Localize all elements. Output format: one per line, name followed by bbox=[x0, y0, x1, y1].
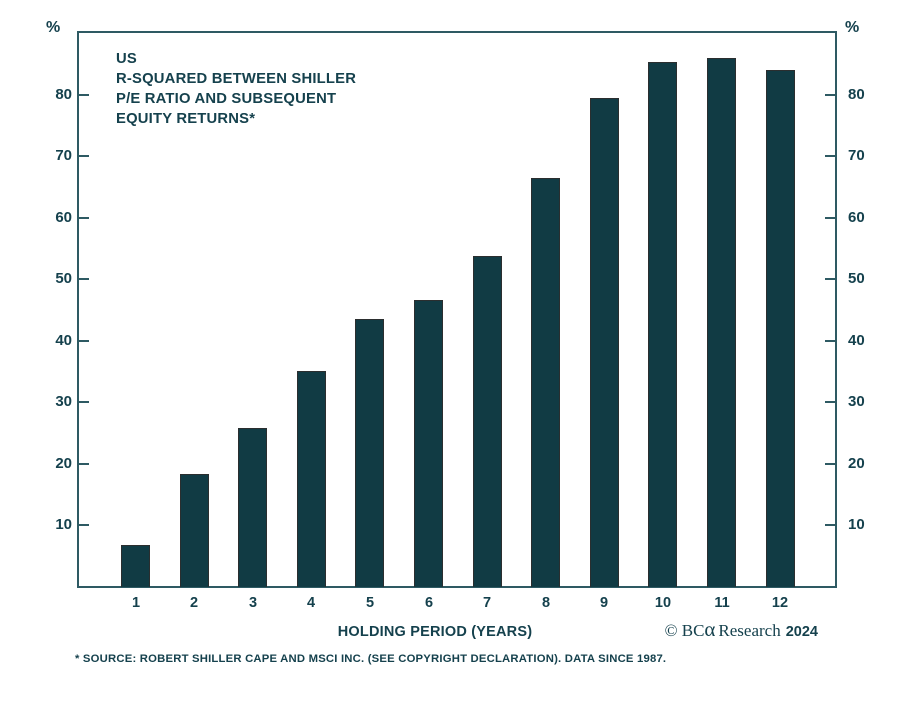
chart-title-line-2: R-SQUARED BETWEEN SHILLER bbox=[116, 71, 357, 87]
y-tick-label-left: 30 bbox=[55, 393, 72, 411]
y-tick-label-left: 60 bbox=[55, 208, 72, 226]
x-tick-label: 3 bbox=[248, 595, 258, 611]
y-tick-right bbox=[825, 93, 835, 96]
copyright: © BCα Research 2024 bbox=[628, 619, 818, 641]
copyright-year: 2024 bbox=[785, 624, 818, 640]
y-tick-label-right: 10 bbox=[848, 516, 865, 534]
x-tick-label: 10 bbox=[654, 595, 672, 611]
x-axis-title: HOLDING PERIOD (YEARS) bbox=[337, 624, 533, 640]
bar-year-3 bbox=[238, 428, 267, 587]
y-tick-label-right: 70 bbox=[848, 147, 865, 165]
y-tick-left bbox=[79, 278, 89, 281]
x-tick-label: 11 bbox=[714, 595, 730, 611]
y-tick-left bbox=[79, 401, 89, 404]
copyright-brand: Research bbox=[718, 621, 781, 640]
bar-year-9 bbox=[590, 98, 619, 587]
bar-year-6 bbox=[414, 300, 443, 587]
bar-year-4 bbox=[297, 371, 326, 587]
y-axis-unit-left: % bbox=[46, 19, 61, 36]
x-tick-label: 2 bbox=[189, 595, 199, 611]
copyright-prefix: © BC bbox=[664, 621, 705, 640]
y-tick-right bbox=[825, 155, 835, 158]
bar-year-11 bbox=[707, 58, 736, 587]
y-tick-label-right: 20 bbox=[848, 454, 865, 472]
y-axis-unit-right: % bbox=[845, 19, 860, 36]
y-tick-label-right: 50 bbox=[848, 270, 865, 288]
source-footnote: * SOURCE: ROBERT SHILLER CAPE AND MSCI I… bbox=[75, 653, 667, 665]
y-tick-label-left: 80 bbox=[55, 85, 72, 103]
y-tick-left bbox=[79, 216, 89, 219]
y-tick-label-right: 30 bbox=[848, 393, 865, 411]
y-tick-label-left: 50 bbox=[55, 270, 72, 288]
y-tick-right bbox=[825, 216, 835, 219]
chart-title-line-1: US bbox=[116, 51, 137, 67]
y-tick-label-left: 70 bbox=[55, 147, 72, 165]
y-tick-label-right: 60 bbox=[848, 208, 865, 226]
y-tick-label-left: 10 bbox=[55, 516, 72, 534]
y-tick-label-right: 80 bbox=[848, 85, 865, 103]
x-tick-label: 9 bbox=[599, 595, 609, 611]
chart-title: US R-SQUARED BETWEEN SHILLER P/E RATIO A… bbox=[116, 49, 356, 129]
y-tick-label-left: 20 bbox=[55, 454, 72, 472]
bar-year-10 bbox=[648, 62, 677, 587]
x-tick-label: 8 bbox=[541, 595, 551, 611]
y-tick-right bbox=[825, 278, 835, 281]
x-tick-label: 1 bbox=[131, 595, 141, 611]
y-tick-right bbox=[825, 339, 835, 342]
bar-year-7 bbox=[473, 256, 502, 587]
x-tick-label: 7 bbox=[482, 595, 492, 611]
chart-title-line-4: EQUITY RETURNS* bbox=[116, 111, 256, 127]
y-tick-left bbox=[79, 93, 89, 96]
y-tick-right bbox=[825, 524, 835, 527]
x-tick-label: 6 bbox=[424, 595, 434, 611]
chart-title-line-3: P/E RATIO AND SUBSEQUENT bbox=[116, 91, 337, 107]
y-tick-left bbox=[79, 524, 89, 527]
bar-year-2 bbox=[180, 474, 209, 587]
bar-year-1 bbox=[121, 545, 150, 587]
x-tick-label: 12 bbox=[771, 595, 789, 611]
bar-year-5 bbox=[355, 319, 384, 587]
x-tick-label: 4 bbox=[306, 595, 316, 611]
y-tick-left bbox=[79, 462, 89, 465]
y-tick-right bbox=[825, 462, 835, 465]
y-tick-left bbox=[79, 155, 89, 158]
y-tick-label-right: 40 bbox=[848, 331, 865, 349]
bca-alpha-glyph: α bbox=[704, 617, 716, 641]
y-tick-label-left: 40 bbox=[55, 331, 72, 349]
bar-year-12 bbox=[766, 70, 795, 587]
x-tick-label: 5 bbox=[365, 595, 375, 611]
y-tick-right bbox=[825, 401, 835, 404]
bar-year-8 bbox=[531, 178, 560, 587]
y-tick-left bbox=[79, 339, 89, 342]
plot-area bbox=[77, 31, 837, 588]
